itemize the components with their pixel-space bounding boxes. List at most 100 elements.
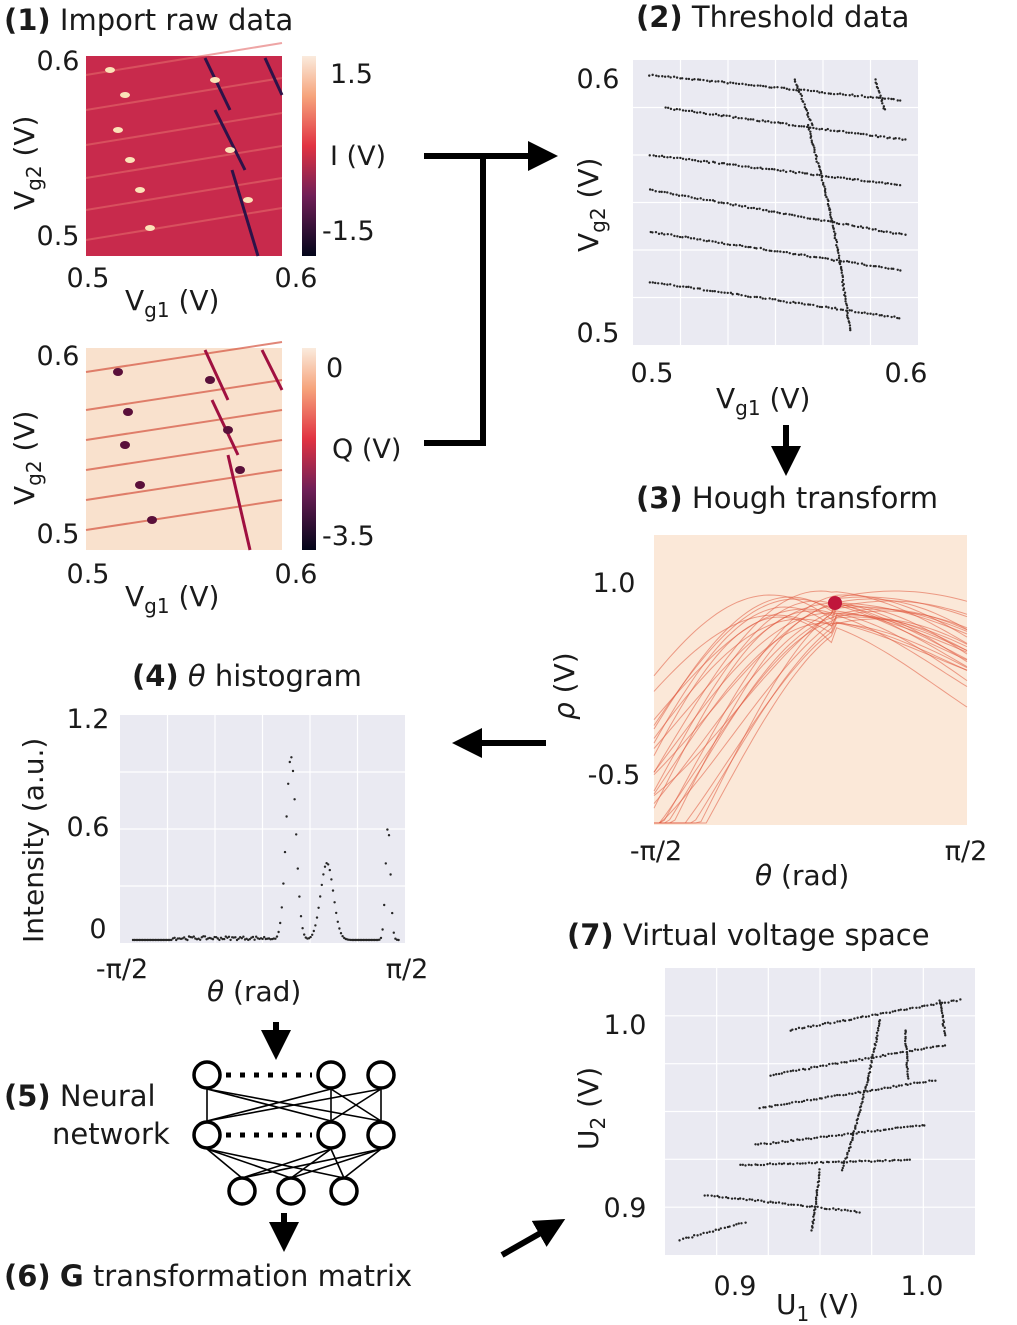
threshold-point bbox=[655, 74, 658, 77]
threshold-point bbox=[848, 327, 852, 330]
virtual-point bbox=[905, 1047, 908, 1051]
threshold-point bbox=[812, 217, 816, 221]
virtual-point bbox=[895, 1085, 898, 1089]
threshold-point bbox=[809, 130, 812, 133]
threshold-point bbox=[819, 170, 823, 173]
hough-curve bbox=[654, 614, 968, 824]
threshold-point bbox=[853, 224, 856, 228]
threshold-point bbox=[868, 180, 871, 183]
histogram-point bbox=[183, 936, 186, 939]
threshold-point bbox=[814, 157, 818, 161]
threshold-point bbox=[666, 106, 670, 110]
virtual-point bbox=[797, 1026, 801, 1030]
histogram-point bbox=[379, 936, 383, 940]
virtual-point bbox=[859, 1108, 862, 1112]
virtual-point bbox=[816, 1205, 819, 1208]
threshold-point bbox=[886, 137, 889, 140]
threshold-point bbox=[850, 261, 854, 264]
threshold-point bbox=[711, 289, 714, 293]
current-colorbar-label: I (V) bbox=[330, 141, 386, 172]
virtual-point bbox=[789, 1069, 792, 1073]
threshold-point bbox=[678, 235, 682, 239]
threshold-point bbox=[824, 128, 827, 132]
virtual-point bbox=[821, 1022, 825, 1026]
virtual-point bbox=[921, 1005, 924, 1008]
charge-dark-line bbox=[226, 454, 252, 551]
virtual-point bbox=[875, 1055, 878, 1059]
threshold-point bbox=[740, 294, 743, 297]
histogram-point bbox=[218, 938, 221, 942]
threshold-point bbox=[687, 285, 690, 289]
threshold-point bbox=[794, 124, 797, 128]
hough-y-axis-label: ρ (V) bbox=[548, 652, 581, 720]
virtual-point bbox=[935, 1045, 938, 1048]
step1-title: (1) Import raw data bbox=[4, 3, 293, 37]
threshold-point bbox=[833, 234, 837, 237]
histogram-point bbox=[301, 927, 304, 930]
virtual-point bbox=[861, 1058, 864, 1062]
threshold-point bbox=[870, 134, 874, 138]
threshold-point bbox=[795, 88, 798, 92]
threshold-point bbox=[741, 165, 744, 168]
threshold-point bbox=[722, 201, 725, 205]
virtual-point bbox=[769, 1200, 772, 1203]
threshold-point bbox=[800, 215, 803, 218]
virtual-point bbox=[771, 1201, 775, 1204]
threshold-point bbox=[803, 103, 806, 106]
threshold-point bbox=[779, 299, 782, 303]
histogram-point bbox=[237, 937, 240, 940]
virtual-point bbox=[706, 1194, 709, 1197]
virtual-point bbox=[940, 1011, 944, 1015]
threshold-point bbox=[731, 81, 735, 85]
threshold-point bbox=[848, 321, 851, 325]
threshold-point bbox=[705, 239, 709, 243]
virtual-point bbox=[881, 1011, 885, 1015]
threshold-point bbox=[880, 181, 884, 184]
virtual-point bbox=[913, 1048, 917, 1051]
threshold-point bbox=[879, 135, 882, 138]
virtual-grid bbox=[665, 968, 975, 1255]
virtual-point bbox=[780, 1103, 783, 1107]
histogram-point bbox=[333, 901, 336, 904]
virtual-point bbox=[814, 1198, 818, 1201]
threshold-point bbox=[761, 297, 764, 300]
virtual-point bbox=[888, 1159, 891, 1163]
threshold-point bbox=[779, 250, 782, 253]
virtual-point bbox=[905, 1052, 909, 1056]
virtual-point bbox=[765, 1142, 768, 1146]
virtual-point bbox=[905, 1061, 908, 1065]
threshold-point bbox=[818, 305, 822, 309]
threshold-point bbox=[764, 85, 768, 88]
virtual-point bbox=[724, 1196, 728, 1199]
nn-input-node bbox=[316, 1060, 346, 1090]
virtual-point bbox=[774, 1163, 778, 1166]
threshold-point bbox=[778, 211, 781, 215]
threshold-point bbox=[792, 88, 795, 92]
current-bright-spot bbox=[210, 77, 220, 83]
histogram-point bbox=[287, 782, 290, 785]
step5-title-line1: (5) Neural bbox=[4, 1079, 156, 1113]
threshold-point bbox=[767, 119, 770, 123]
threshold-point bbox=[841, 93, 845, 96]
threshold-point bbox=[827, 199, 830, 203]
virtual-point bbox=[878, 1022, 881, 1025]
virtual-point bbox=[733, 1197, 737, 1200]
threshold-point bbox=[842, 176, 846, 179]
current-bright-spot bbox=[120, 92, 130, 98]
threshold-point bbox=[663, 233, 666, 236]
virtual-point bbox=[807, 1161, 811, 1164]
threshold-point bbox=[702, 78, 705, 82]
threshold-x-tick-left: 0.5 bbox=[631, 358, 674, 389]
histogram-point bbox=[309, 935, 312, 939]
threshold-point bbox=[696, 197, 699, 201]
virtual-point bbox=[870, 1088, 874, 1092]
virtual-point bbox=[843, 1208, 847, 1211]
virtual-point bbox=[803, 1026, 806, 1030]
threshold-point bbox=[824, 191, 827, 194]
threshold-point bbox=[780, 86, 783, 89]
current-dark-line bbox=[230, 169, 260, 257]
threshold-point bbox=[859, 225, 863, 228]
threshold-point bbox=[687, 77, 691, 81]
threshold-point bbox=[841, 275, 845, 279]
virtual-point bbox=[819, 1160, 823, 1164]
